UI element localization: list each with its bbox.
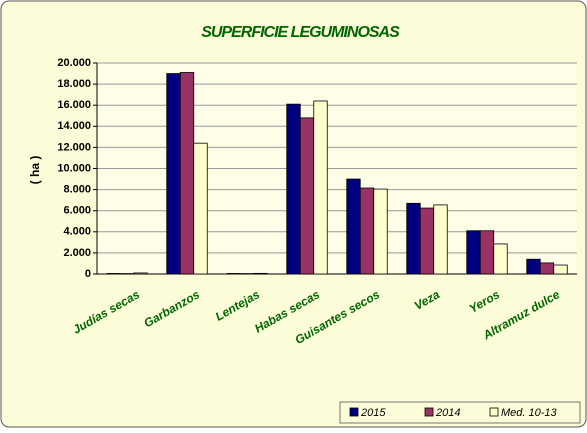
- bar: [527, 259, 541, 274]
- y-tick-label: 16.000: [57, 99, 91, 111]
- bar: [540, 263, 554, 274]
- bar: [134, 273, 148, 274]
- bar: [420, 208, 434, 274]
- bar: [227, 273, 241, 274]
- bar: [300, 118, 314, 274]
- legend-swatch: [425, 408, 433, 416]
- legend-swatch: [490, 408, 498, 416]
- bar: [107, 273, 121, 274]
- y-tick-label: 10.000: [57, 162, 91, 174]
- bar: [494, 244, 508, 274]
- bar: [254, 273, 268, 274]
- y-tick-label: 18.000: [57, 78, 91, 90]
- y-axis-label: ( ha ): [28, 156, 42, 185]
- y-tick-label: 20.000: [57, 57, 91, 69]
- legend-swatch: [350, 408, 358, 416]
- y-tick-label: 0: [85, 268, 91, 280]
- bar: [374, 189, 388, 274]
- legend-label: 2015: [360, 407, 386, 419]
- bar: [167, 74, 181, 274]
- bar: [314, 101, 328, 274]
- bar: [347, 179, 361, 274]
- y-tick-label: 4.000: [63, 226, 91, 238]
- y-tick-label: 12.000: [57, 141, 91, 153]
- bar: [360, 188, 374, 274]
- bar: [480, 231, 494, 274]
- y-tick-label: 2.000: [63, 247, 91, 259]
- chart-title: SUPERFICIE LEGUMINOSAS: [201, 24, 400, 41]
- legend-label: 2014: [435, 407, 460, 419]
- bar: [467, 231, 481, 274]
- bar: [554, 265, 568, 274]
- bar: [194, 143, 208, 274]
- y-tick-label: 6.000: [63, 205, 91, 217]
- bar: [434, 205, 448, 274]
- bar: [287, 104, 301, 274]
- y-tick-label: 14.000: [57, 120, 91, 132]
- legend-label: Med. 10-13: [501, 407, 558, 419]
- bar: [407, 203, 421, 274]
- y-tick-label: 8.000: [63, 184, 91, 196]
- bar: [180, 72, 194, 274]
